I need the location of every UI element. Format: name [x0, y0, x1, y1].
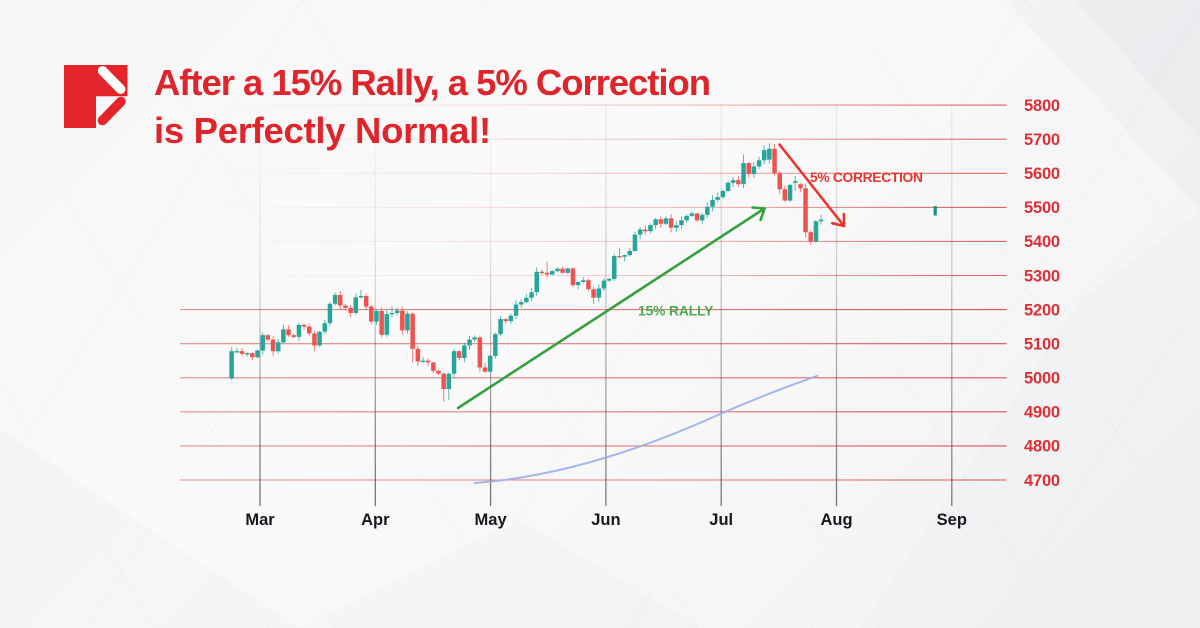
svg-text:5700: 5700	[1024, 131, 1060, 149]
svg-text:Aug: Aug	[820, 511, 852, 529]
svg-text:5200: 5200	[1024, 301, 1060, 319]
svg-text:5300: 5300	[1024, 267, 1060, 285]
svg-text:5500: 5500	[1024, 199, 1060, 217]
svg-text:May: May	[475, 511, 508, 529]
svg-text:5400: 5400	[1024, 233, 1060, 251]
svg-text:5600: 5600	[1024, 165, 1060, 183]
svg-text:Apr: Apr	[361, 511, 390, 529]
svg-text:5000: 5000	[1024, 370, 1060, 388]
svg-text:5100: 5100	[1024, 336, 1060, 354]
svg-text:5800: 5800	[1024, 97, 1060, 115]
svg-text:4900: 4900	[1024, 404, 1060, 422]
svg-text:Jun: Jun	[591, 511, 620, 529]
svg-text:15% RALLY: 15% RALLY	[638, 304, 713, 319]
svg-text:4700: 4700	[1024, 472, 1060, 490]
svg-text:5% CORRECTION: 5% CORRECTION	[810, 170, 923, 185]
svg-text:Mar: Mar	[245, 511, 275, 529]
svg-text:4800: 4800	[1024, 438, 1060, 456]
svg-text:Jul: Jul	[709, 511, 733, 529]
svg-text:Sep: Sep	[937, 511, 967, 529]
